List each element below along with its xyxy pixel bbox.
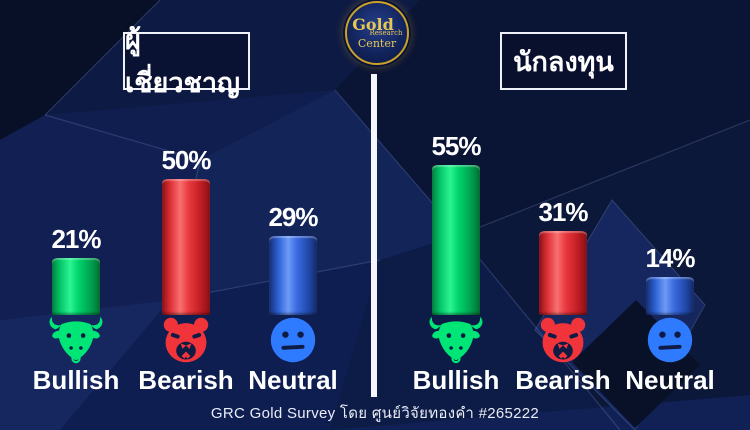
logo-word-center: Center — [357, 37, 397, 50]
bull-icon — [429, 316, 483, 364]
experts-neutral-column: 29% Neutral — [233, 202, 353, 396]
experts-bearish-column: 50% Bearish — [126, 145, 246, 396]
sentiment-label: Bullish — [412, 365, 500, 395]
bull-icon — [49, 316, 103, 364]
bearish-bar — [162, 179, 210, 315]
experts-panel-title: ผู้เชี่ยวชาญ — [123, 25, 250, 98]
sentiment-label: Neutral — [248, 365, 338, 395]
bullish-bar — [52, 258, 100, 315]
bear-icon — [540, 317, 586, 363]
percent-label: 29% — [268, 202, 318, 232]
investors-neutral-column: 14% Neutral — [610, 243, 730, 396]
logo-word-research: Research — [369, 29, 403, 37]
neutral-bar — [646, 277, 694, 315]
sentiment-label: Bearish — [138, 365, 234, 395]
experts-bullish-column: 21% Bullish — [16, 224, 136, 396]
neutral-face-icon — [270, 317, 316, 363]
bear-icon — [163, 317, 209, 363]
panel-divider — [371, 74, 377, 397]
gold-research-center-logo: Gold Research Center — [345, 1, 409, 65]
percent-label: 14% — [645, 243, 695, 273]
percent-label: 55% — [431, 131, 481, 161]
neutral-face-icon — [647, 317, 693, 363]
neutral-bar — [269, 236, 317, 315]
investors-panel-title: นักลงทุน — [500, 32, 627, 90]
survey-caption: GRC Gold Survey โดย ศูนย์วิจัยทองคำ #265… — [210, 405, 540, 422]
investors-bearish-column: 31% Bearish — [503, 197, 623, 396]
sentiment-label: Bullish — [32, 365, 120, 395]
logo-word-gold: Gold — [352, 15, 394, 34]
investors-bullish-column: 55% Bullish — [396, 131, 516, 396]
bullish-bar — [432, 165, 480, 315]
percent-label: 50% — [161, 145, 211, 175]
sentiment-label: Bearish — [515, 365, 611, 395]
percent-label: 31% — [538, 197, 588, 227]
sentiment-label: Neutral — [625, 365, 715, 395]
bearish-bar — [539, 231, 587, 315]
percent-label: 21% — [51, 224, 101, 254]
